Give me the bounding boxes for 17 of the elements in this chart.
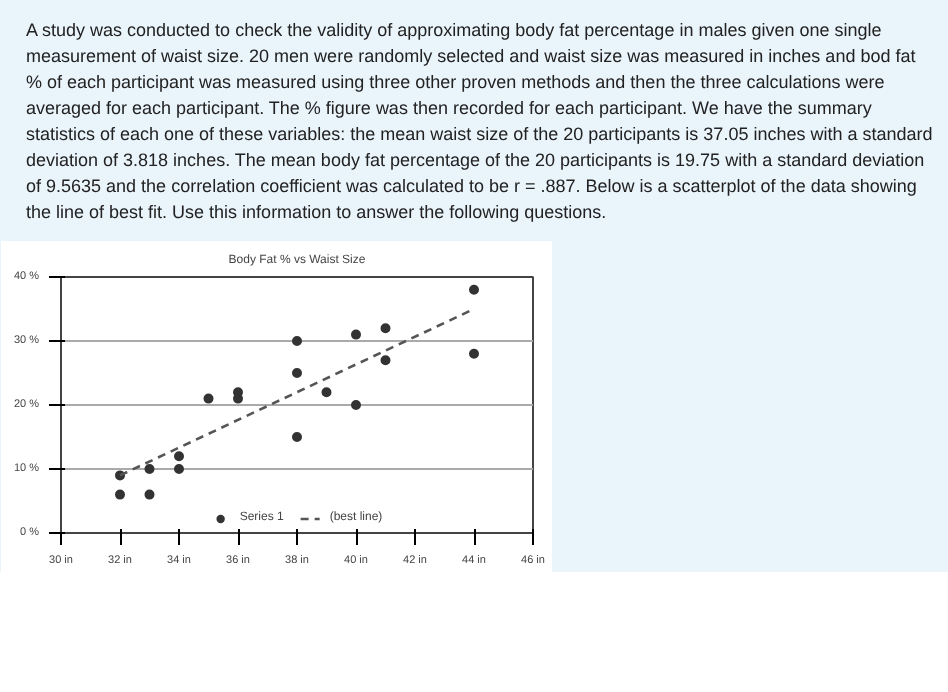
point: [469, 284, 479, 295]
point: [292, 336, 302, 346]
point: [144, 489, 155, 500]
point: [144, 464, 155, 474]
point: [351, 329, 361, 340]
point: [292, 368, 302, 378]
point: [115, 489, 125, 500]
point: [292, 432, 302, 442]
text: A study was conducted to check the validity of approximating body fat percentage in males given one single measurement of waist size. 20 men were randomly selected and waist size was measured in inches and bod fat % of each participant was measured using three other proven methods and then the three calculations were averaged for each participant. The % figure was then recorded for each participant. We have the summary statistics of each one of these variables: the mean waist size of the 20 participants is 37.05 inches with a standard deviation of 3.818 inches. The mean body fat percentage of the 20 participants is 19.75 with a standard deviation of 9.5635 and the correlation coefficient was calculated to be r = .887. Below is a scatterplot of the data showing the line of best fit. Use this information to answer the following questions.: [26, 18, 934, 226]
point: [321, 387, 332, 398]
point: [380, 323, 391, 334]
point: [380, 355, 391, 366]
point: [174, 464, 184, 474]
point: [351, 400, 361, 410]
point: [174, 451, 184, 462]
point: [469, 348, 479, 359]
point: [203, 393, 214, 404]
